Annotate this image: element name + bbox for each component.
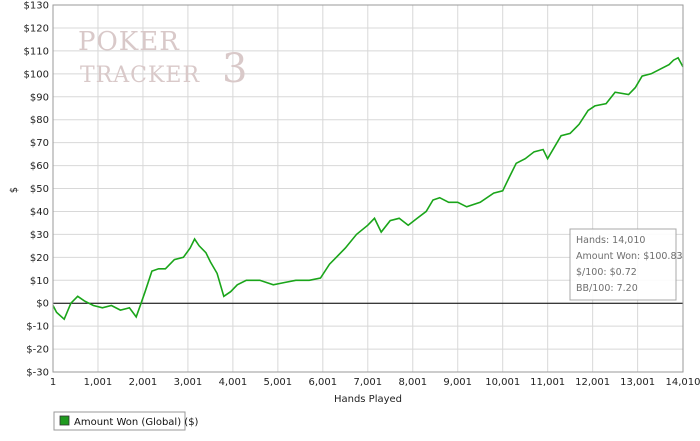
info-box: Hands: 14,010 Amount Won: $100.83 $/100:…	[569, 228, 683, 301]
legend-label: Amount Won (Global) ($)	[74, 417, 199, 428]
y-axis-ticks: $130 $120 $110 $100 $90 $80 $70 $60 $50 $40 $30 $20…	[24, 1, 49, 379]
y-tick-label: $70	[30, 138, 49, 149]
x-tick-label: 7,001	[353, 377, 382, 388]
y-tick-label: $110	[24, 46, 49, 57]
watermark-line1: POKER	[78, 27, 180, 57]
y-tick-label: $-30	[26, 368, 49, 379]
x-tick-label: 8,001	[398, 377, 427, 388]
x-tick-label: 14,010	[666, 377, 700, 388]
x-axis-title: Hands Played	[334, 394, 402, 405]
x-tick-label: 12,001	[575, 377, 610, 388]
gridlines	[52, 4, 684, 373]
y-tick-label: $10	[30, 276, 49, 287]
y-tick-label: $60	[30, 161, 49, 172]
x-tick-label: 1	[50, 377, 56, 388]
y-tick-label: $20	[30, 253, 49, 264]
x-tick-label: 3,001	[174, 377, 203, 388]
info-bb-100: BB/100: 7.20	[576, 283, 638, 294]
y-tick-label: $-20	[26, 345, 49, 356]
legend-frame	[53, 411, 186, 431]
y-tick-label: $50	[30, 184, 49, 195]
watermark-suffix: 3	[222, 46, 248, 92]
watermark-logo: POKER TRACKER 3	[78, 27, 248, 92]
x-tick-label: 2,001	[129, 377, 158, 388]
legend[interactable]: Amount Won (Global) ($)	[53, 411, 199, 431]
x-tick-label: 10,001	[485, 377, 520, 388]
y-tick-label: $30	[30, 230, 49, 241]
x-tick-label: 6,001	[309, 377, 338, 388]
y-tick-label: $0	[36, 299, 49, 310]
y-axis-title: $	[9, 187, 20, 193]
plot-area-border	[52, 4, 684, 373]
x-tick-label: 11,001	[530, 377, 565, 388]
info-box-frame	[569, 228, 677, 301]
legend-swatch	[59, 415, 70, 426]
y-tick-label: $40	[30, 207, 49, 218]
x-tick-label: 13,001	[620, 377, 655, 388]
y-tick-label: $130	[24, 1, 49, 12]
info-per-100: $/100: $0.72	[576, 267, 637, 278]
y-tick-label: $90	[30, 92, 49, 103]
y-tick-label: $120	[24, 23, 49, 34]
x-axis-ticks: 1 1,001 2,001 3,001 4,001 5,001 6,001 7,001 8,00…	[50, 377, 700, 388]
y-tick-label: $80	[30, 115, 49, 126]
series-line-amount-won	[52, 56, 684, 321]
x-tick-label: 1,001	[84, 377, 113, 388]
x-tick-label: 9,001	[443, 377, 472, 388]
y-tick-label: $-10	[26, 322, 49, 333]
info-hands: Hands: 14,010	[576, 235, 645, 246]
watermark-line2: TRACKER	[80, 63, 200, 88]
x-tick-label: 4,001	[219, 377, 248, 388]
info-amount-won: Amount Won: $100.83	[576, 251, 683, 262]
x-tick-label: 5,001	[264, 377, 293, 388]
y-tick-label: $100	[24, 69, 49, 80]
